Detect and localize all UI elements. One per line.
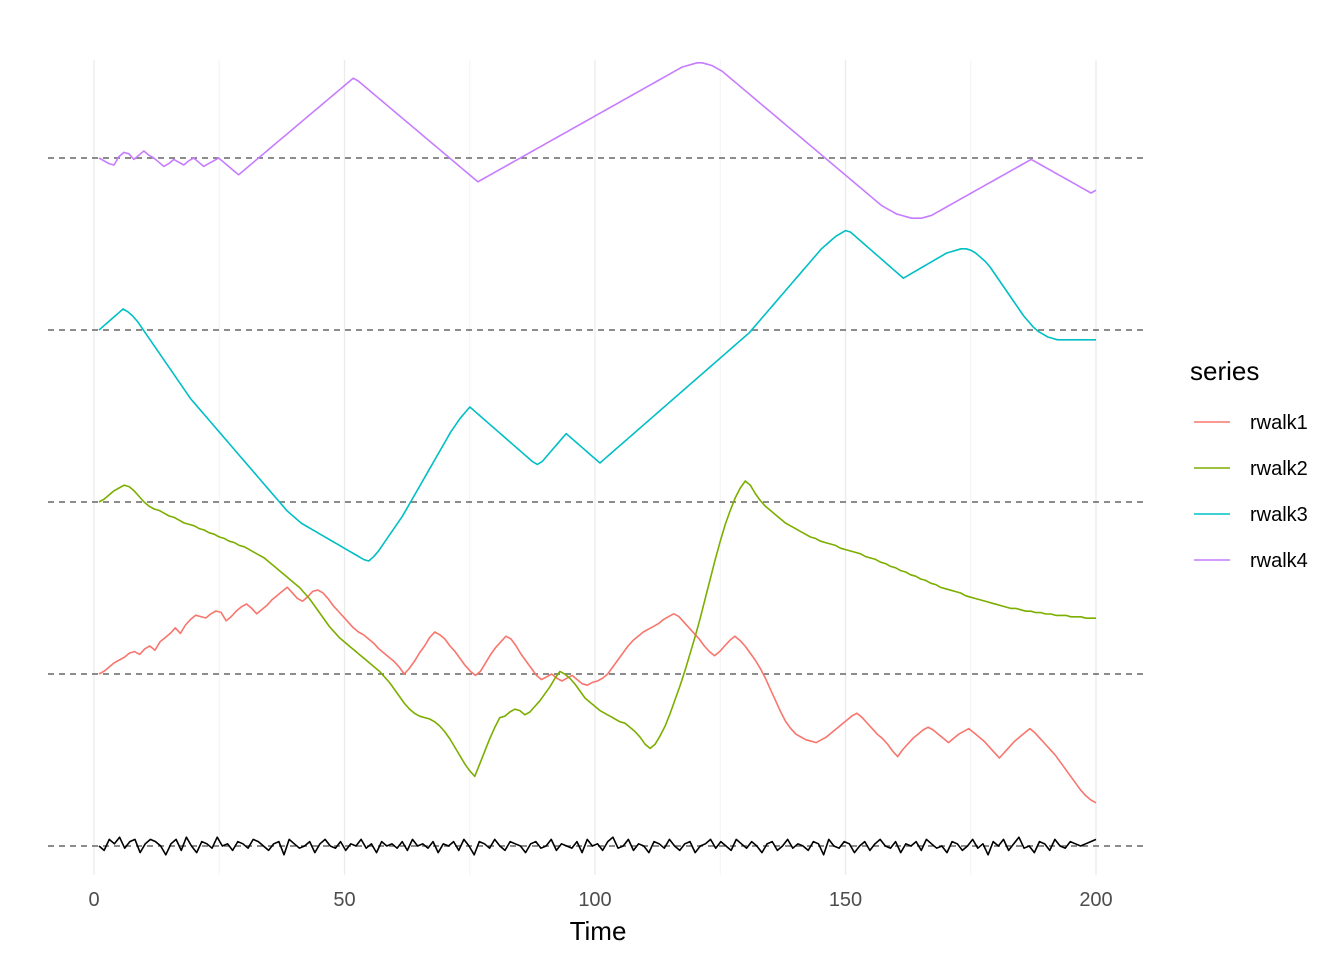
legend-item-rwalk1: rwalk1 bbox=[1194, 412, 1308, 434]
legend-label-rwalk4: rwalk4 bbox=[1250, 550, 1308, 572]
x-axis-title: Time bbox=[570, 916, 627, 946]
legend-item-rwalk4: rwalk4 bbox=[1194, 550, 1308, 572]
x-tick-label-100: 100 bbox=[578, 889, 611, 911]
dashed-baselines bbox=[48, 157, 1148, 847]
legend-label-rwalk3: rwalk3 bbox=[1250, 504, 1308, 526]
series-lines bbox=[98, 62, 1097, 856]
x-tick-label-150: 150 bbox=[829, 889, 862, 911]
series-line-rwalk3 bbox=[98, 229, 1096, 562]
series-line-noise bbox=[98, 836, 1097, 856]
legend-title: series bbox=[1190, 356, 1259, 386]
x-axis-ticks: 0 50 100 150 200 bbox=[88, 889, 1112, 911]
legend-item-rwalk3: rwalk3 bbox=[1194, 504, 1308, 526]
series-line-rwalk4 bbox=[98, 62, 1097, 219]
series-line-rwalk2 bbox=[98, 480, 1096, 778]
legend-label-rwalk2: rwalk2 bbox=[1250, 458, 1308, 480]
x-tick-label-0: 0 bbox=[88, 889, 99, 911]
legend-label-rwalk1: rwalk1 bbox=[1250, 412, 1308, 434]
legend: series rwalk1 rwalk2 rwalk3 rwalk4 bbox=[1190, 356, 1308, 572]
gridlines bbox=[93, 60, 1097, 875]
legend-item-rwalk2: rwalk2 bbox=[1194, 458, 1308, 480]
x-tick-label-200: 200 bbox=[1079, 889, 1112, 911]
series-line-rwalk1 bbox=[98, 586, 1097, 804]
x-tick-label-50: 50 bbox=[333, 889, 355, 911]
